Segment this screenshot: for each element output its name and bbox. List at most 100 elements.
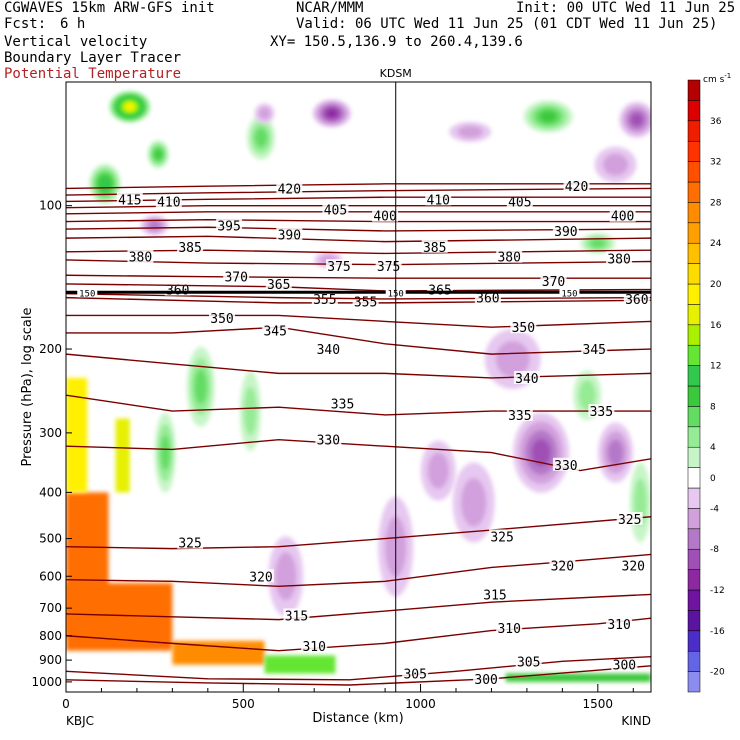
isentrope-label: 335 [590, 405, 613, 420]
isentrope-label: 380 [607, 252, 630, 267]
isentrope-label-bg [473, 671, 500, 685]
isentrope-label: 370 [224, 271, 247, 286]
colorbar-swatch [687, 528, 701, 550]
colorbar-tick-label: 20 [710, 280, 722, 290]
velocity-cell [275, 552, 297, 601]
isentrope-label-bg [223, 269, 250, 283]
isentrope-line [66, 617, 651, 652]
kdsm-marker-label: KDSM [380, 67, 412, 80]
isentrope-line [66, 292, 651, 300]
colorbar-swatch [687, 263, 701, 285]
isentrope-label-bg [329, 396, 356, 410]
colorbar-swatch [687, 324, 701, 346]
isentrope-line [66, 665, 651, 686]
velocity-cell [495, 341, 530, 378]
endpoint-left-label: KBJC [66, 714, 94, 728]
isentrope-label: 345 [263, 325, 286, 340]
colorbar: -20 -16 -12 -8 -4 0 4 8 12 16 20 24 28 32 36 [687, 79, 725, 693]
isentrope-label: 390 [554, 225, 577, 240]
velocity-cell [602, 153, 629, 176]
colorbar-tick-label: 8 [710, 402, 716, 412]
y-tick-label: 1000 [31, 675, 62, 689]
tropopause-label: 150 [561, 289, 577, 299]
colorbar-swatch [687, 304, 701, 326]
isentrope-label-bg [315, 342, 342, 356]
isentrope-label-bg [402, 666, 429, 680]
isentrope-label: 320 [622, 560, 645, 575]
colorbar-tick-label: 24 [710, 239, 722, 249]
isentrope-label: 310 [607, 618, 630, 633]
potential-temperature-contours: 300 300 305 305 310 310 310 315 315 320 320 320 325 3… [66, 179, 651, 688]
isentrope-label-bg [155, 194, 182, 208]
colorbar-swatch [687, 283, 701, 305]
colorbar-swatch [687, 508, 701, 530]
velocity-cell [427, 452, 449, 489]
colorbar-tick-label: -4 [710, 504, 719, 514]
isentrope-line [66, 283, 651, 292]
y-tick-label: 400 [39, 485, 62, 499]
isentrope-label-bg [513, 370, 540, 384]
isentrope-label: 330 [317, 434, 340, 449]
y-tick-label: 800 [39, 629, 62, 643]
isentrope-label-bg [216, 218, 243, 232]
colorbar-tick-label: 0 [710, 474, 716, 484]
isentrope-label: 395 [217, 219, 240, 234]
isentrope-label: 315 [483, 588, 506, 603]
isentrope-label-bg [301, 638, 328, 652]
isentrope-label: 420 [278, 182, 301, 197]
isentrope-label: 305 [517, 655, 540, 670]
isentrope-label: 385 [423, 241, 446, 256]
isentrope-label: 340 [317, 343, 340, 358]
colorbar-swatch [687, 446, 701, 468]
colorbar-swatch [687, 406, 701, 428]
y-tick-label: 900 [39, 653, 62, 667]
isentrope-label-bg [611, 657, 638, 671]
isentrope-label: 375 [327, 260, 350, 275]
colorbar-swatch [687, 120, 701, 142]
isentrope-label-bg [506, 407, 533, 421]
isentrope-line [66, 218, 651, 223]
isentrope-label-bg [540, 274, 567, 288]
isentrope-label: 360 [625, 293, 648, 308]
y-axis: 100 200 300 400 500 600 700 800 900 1000 [31, 199, 72, 689]
x-tick-label: 1500 [583, 697, 614, 711]
isentrope-label-bg [489, 529, 516, 543]
org-label: NCAR/MMM [296, 0, 364, 16]
isentrope-label: 300 [474, 673, 497, 688]
tracer-region [172, 640, 265, 665]
isentrope-label-bg [209, 310, 235, 324]
isentrope-label: 340 [515, 372, 538, 387]
isentrope-label: 355 [354, 296, 377, 311]
tropopause-label: 150 [79, 289, 95, 299]
velocity-cell [578, 380, 596, 411]
isentrope-label-bg [315, 432, 342, 446]
colorbar-swatch [687, 671, 701, 693]
isentrope-label: 320 [551, 560, 574, 575]
colorbar-swatch [687, 630, 701, 652]
colorbar-swatch [687, 202, 701, 224]
isentrope-label-bg [549, 558, 576, 572]
colorbar-swatch [687, 650, 701, 672]
isentrope-label-bg [375, 259, 402, 273]
isentrope-label: 410 [157, 195, 180, 210]
isentrope-label: 380 [497, 251, 520, 266]
velocity-cell [326, 109, 338, 118]
y-axis-title: Pressure (hPa), log scale [20, 308, 35, 467]
field-vertical-velocity: Vertical velocity [4, 34, 148, 50]
colorbar-tick-label: -8 [710, 545, 719, 555]
isentrope-label: 400 [611, 210, 634, 225]
field-potential-temperature: Potential Temperature [4, 66, 182, 82]
colorbar-swatch [687, 242, 701, 264]
velocity-cell [461, 478, 487, 527]
isentrope-label: 320 [249, 570, 272, 585]
forecast-hour: 6 h [60, 16, 86, 32]
isentrope-label-bg [372, 208, 399, 222]
isentrope-label: 380 [129, 251, 152, 266]
isentrope-label: 310 [302, 640, 325, 655]
isentrope-label-bg [283, 608, 310, 622]
y-tick-label: 100 [39, 199, 62, 213]
colorbar-swatch [687, 589, 701, 611]
vertical-velocity-shading [89, 90, 651, 617]
isentrope-label: 420 [565, 180, 588, 195]
